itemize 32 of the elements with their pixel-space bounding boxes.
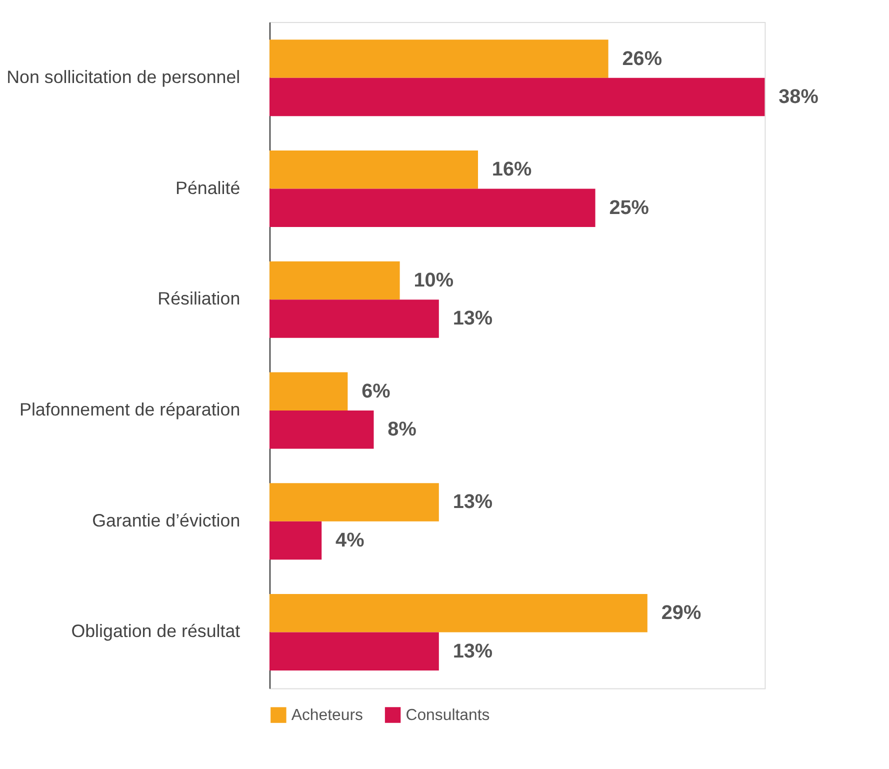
bar <box>269 300 439 338</box>
y-tick-label: Non sollicitation de personnel <box>6 66 240 87</box>
y-tick-label: Pénalité <box>176 178 240 198</box>
bar <box>269 594 648 632</box>
data-label: 25% <box>609 196 650 219</box>
data-label: 4% <box>336 529 365 552</box>
bar <box>269 632 439 670</box>
bar <box>269 521 322 560</box>
bar <box>269 188 596 228</box>
bar <box>269 150 478 189</box>
data-label: 13% <box>452 491 493 514</box>
data-label: 13% <box>452 640 493 662</box>
bar <box>269 483 439 522</box>
data-label: 8% <box>388 418 417 441</box>
bar <box>269 40 608 78</box>
y-tick-label: Plafonnement de réparation <box>20 399 240 420</box>
bar <box>269 261 400 300</box>
y-tick-label: Garantie d’éviction <box>92 510 240 530</box>
data-label: 29% <box>661 602 702 624</box>
bar <box>269 372 348 410</box>
legend-label: Acheteurs <box>291 707 364 724</box>
data-label: 26% <box>622 48 662 70</box>
data-label: 10% <box>414 269 454 292</box>
bar <box>269 410 374 449</box>
data-label: 16% <box>492 158 532 181</box>
y-tick-label: Résiliation <box>158 288 240 309</box>
data-label: 13% <box>452 308 493 330</box>
data-label: 38% <box>778 86 819 108</box>
data-label: 6% <box>362 380 391 402</box>
y-tick-label: Obligation de résultat <box>71 621 240 642</box>
legend-label: Consultants <box>406 707 490 724</box>
bar <box>269 78 765 116</box>
